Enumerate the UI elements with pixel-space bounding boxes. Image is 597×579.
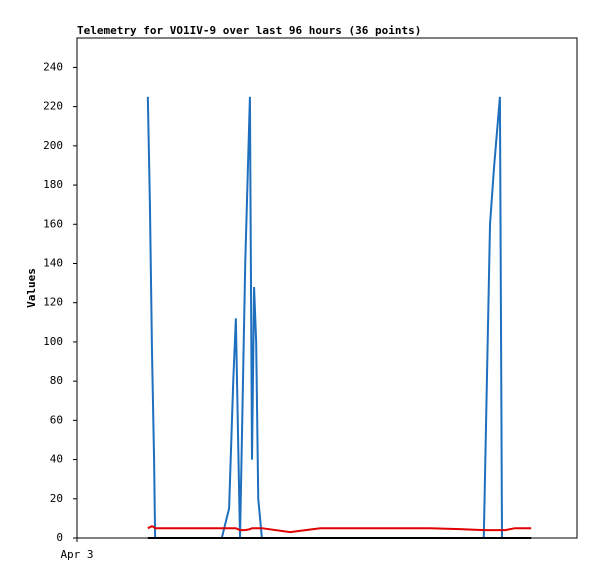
series-line — [147, 525, 532, 534]
y-tick-label: 60 — [50, 413, 63, 426]
y-tick-label: 240 — [43, 60, 63, 73]
y-tick-label: 160 — [43, 217, 63, 230]
y-axis-title: Values — [25, 268, 38, 308]
y-tick-label: 220 — [43, 100, 63, 113]
y-tick-label: 100 — [43, 335, 63, 348]
y-tick-label: 80 — [50, 374, 63, 387]
y-tick-label: 20 — [50, 492, 63, 505]
y-tick-label: 140 — [43, 256, 63, 269]
y-tick-label: 200 — [43, 139, 63, 152]
y-tick-label: 0 — [56, 531, 63, 544]
x-tick-label: Apr 3 — [60, 548, 93, 561]
chart-title: Telemetry for VO1IV-9 over last 96 hours… — [77, 24, 421, 37]
y-tick-label: 40 — [50, 453, 63, 466]
y-tick-label: 120 — [43, 296, 63, 309]
series-line — [146, 96, 532, 539]
y-tick-label: 180 — [43, 178, 63, 191]
